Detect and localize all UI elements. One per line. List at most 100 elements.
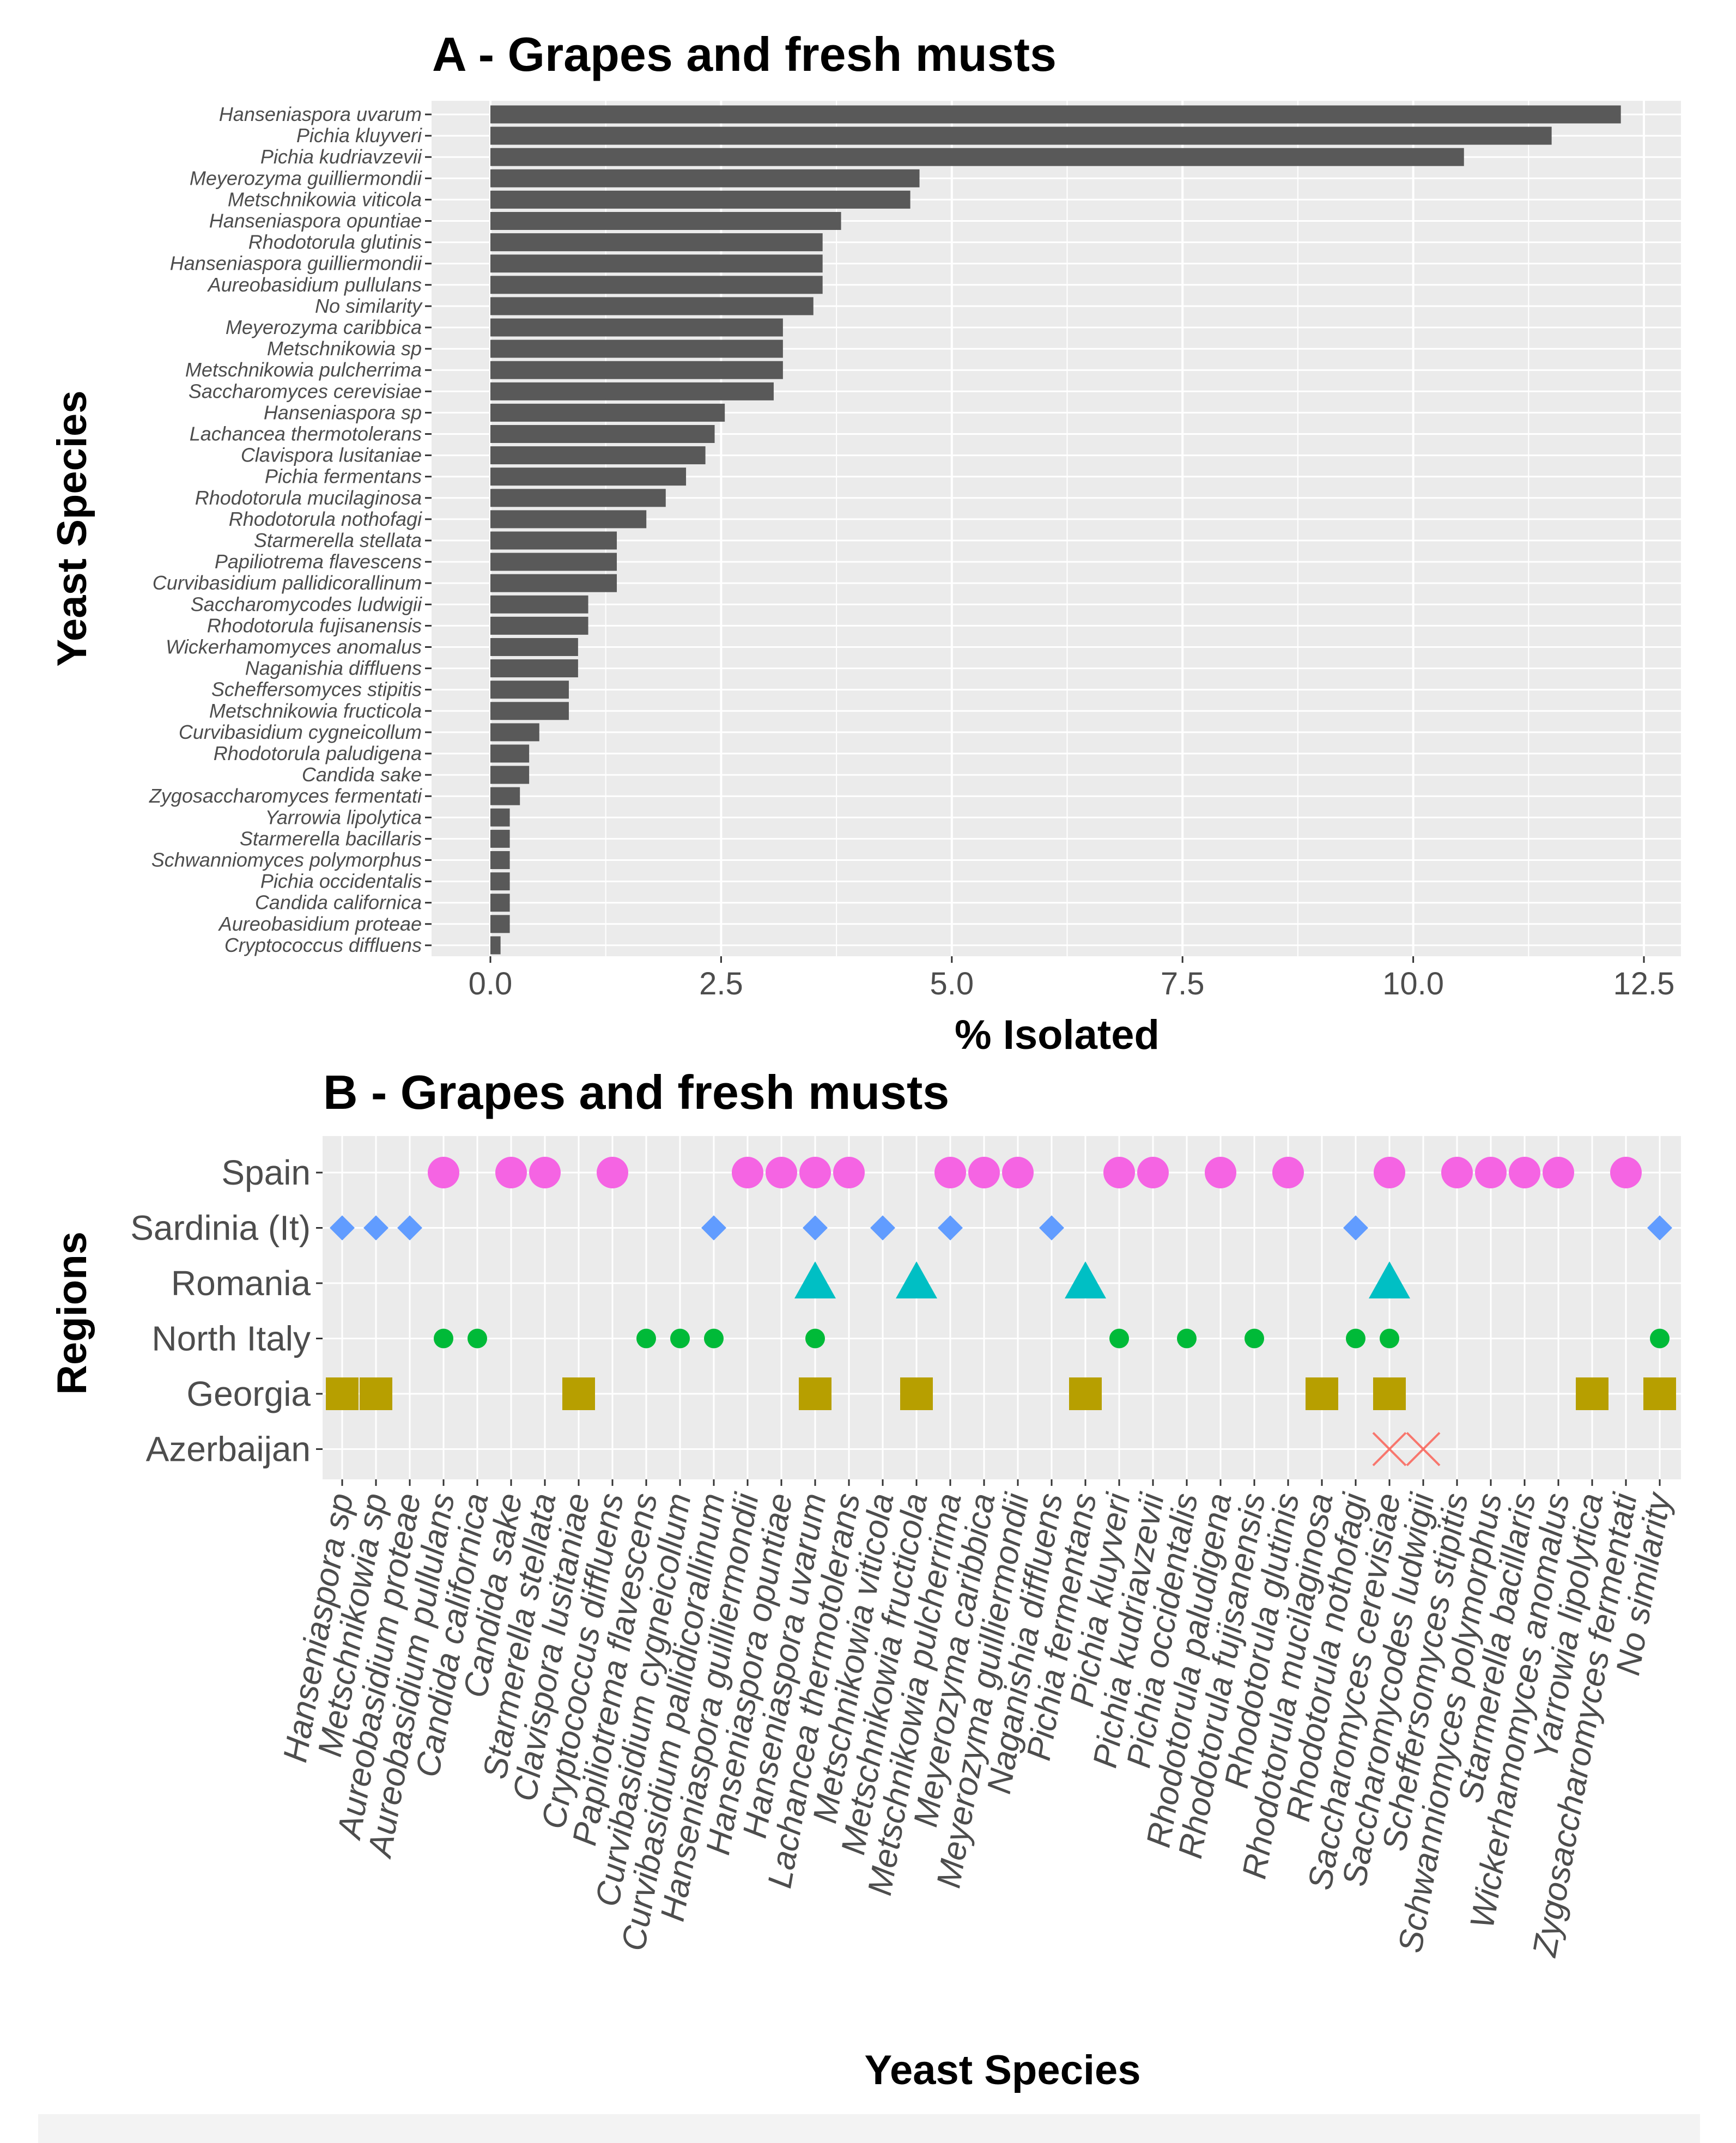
y-tick-label: Zygosaccharomyces fermentati xyxy=(149,785,422,807)
point-sardinia-it-rhodotorula-nothofagi xyxy=(1343,1215,1368,1241)
x-tick-label: 10.0 xyxy=(1382,966,1444,1001)
bar-pichia-kudriavzevii xyxy=(490,148,1464,166)
point-north-italy-pichia-occidentalis xyxy=(1177,1328,1197,1349)
y-tick-label: Pichia kluyveri xyxy=(296,124,422,147)
bar-aureobasidium-proteae xyxy=(490,915,510,933)
bar-pichia-fermentans xyxy=(490,468,687,486)
bar-schwanniomyces-polymorphus xyxy=(490,851,510,869)
panel-a-x-axis-title: % Isolated xyxy=(955,1012,1160,1058)
point-spain-meyerozyma-guilliermondii xyxy=(1002,1157,1034,1188)
bar-starmerella-stellata xyxy=(490,531,617,550)
y-tick-label: Sardinia (It) xyxy=(130,1209,311,1248)
point-sardinia-it-metschnikowia-viticola xyxy=(870,1215,895,1241)
bar-rhodotorula-fujisanensis xyxy=(490,616,588,635)
bar-meyerozyma-guilliermondii xyxy=(490,169,920,187)
y-tick-label: Curvibasidium pallidicorallinum xyxy=(153,572,422,594)
bar-naganishia-diffluens xyxy=(490,659,578,678)
point-north-italy-papiliotrema-flavescens xyxy=(636,1328,656,1349)
point-north-italy-rhodotorula-nothofagi xyxy=(1346,1328,1365,1349)
point-spain-pichia-kluyveri xyxy=(1103,1157,1135,1188)
panel-a-title: A - Grapes and fresh musts xyxy=(432,27,1057,81)
y-tick-label: Georgia xyxy=(186,1374,311,1413)
bar-starmerella-bacillaris xyxy=(490,829,510,848)
point-spain-starmerella-bacillaris xyxy=(1509,1157,1540,1188)
bar-wickerhamomyces-anomalus xyxy=(490,638,578,656)
y-tick-label: Lachancea thermotolerans xyxy=(190,423,422,445)
bar-meyerozyma-caribbica xyxy=(490,318,783,337)
point-spain-cryptococcus-diffluens xyxy=(597,1157,628,1188)
bar-yarrowia-lipolytica xyxy=(490,808,510,827)
y-tick-label: Meyerozyma guilliermondii xyxy=(190,167,422,189)
bar-metschnikowia-viticola xyxy=(490,190,911,209)
y-tick-label: Hanseniaspora sp xyxy=(264,401,422,423)
point-north-italy-no-similarity xyxy=(1650,1328,1670,1349)
y-tick-label: Pichia occidentalis xyxy=(260,870,422,893)
bar-hanseniaspora-sp xyxy=(490,403,725,422)
panel-b-points xyxy=(326,1157,1676,1466)
point-georgia-metschnikowia-fructicola xyxy=(900,1377,933,1410)
y-tick-label: Starmerella bacillaris xyxy=(240,827,422,849)
y-tick-label: Scheffersomyces stipitis xyxy=(211,678,422,701)
y-tick-label: Naganishia diffluens xyxy=(245,657,422,679)
panel-a-bars xyxy=(490,105,1621,955)
point-georgia-hanseniaspora-uvarum xyxy=(799,1377,831,1410)
point-spain-aureobasidium-pullulans xyxy=(428,1157,459,1188)
y-tick-label: Aureobasidium pullulans xyxy=(207,274,422,296)
point-sardinia-it-metschnikowia-pulcherrima xyxy=(938,1215,963,1241)
y-tick-label: Aureobasidium proteae xyxy=(218,913,422,935)
point-sardinia-it-hanseniaspora-uvarum xyxy=(803,1215,828,1241)
point-azerbaijan-saccharomyces-cerevisiae xyxy=(1372,1432,1407,1466)
point-north-italy-candida-californica xyxy=(468,1328,487,1349)
point-spain-hanseniaspora-opuntiae xyxy=(766,1157,797,1188)
panel-a-y-axis-title: Yeast Species xyxy=(49,390,95,666)
point-north-italy-pichia-kluyveri xyxy=(1109,1328,1129,1349)
point-north-italy-rhodotorula-fujisanensis xyxy=(1245,1328,1264,1349)
bar-metschnikowia-fructicola xyxy=(490,702,569,720)
y-tick-label: Rhodotorula glutinis xyxy=(248,231,422,253)
point-sardinia-it-aureobasidium-proteae xyxy=(397,1215,422,1241)
point-georgia-saccharomyces-cerevisiae xyxy=(1373,1377,1406,1410)
point-north-italy-aureobasidium-pullulans xyxy=(434,1328,453,1349)
panel-a-x-tick-labels: 0.0 2.5 5.0 7.5 10.0 12.5 xyxy=(469,956,1675,1001)
bar-rhodotorula-mucilaginosa xyxy=(490,489,666,507)
point-sardinia-it-naganishia-diffluens xyxy=(1039,1215,1064,1241)
y-tick-label: Rhodotorula fujisanensis xyxy=(207,614,422,636)
point-georgia-no-similarity xyxy=(1643,1377,1676,1410)
y-tick-label: Rhodotorula nothofagi xyxy=(229,508,422,530)
point-north-italy-saccharomyces-cerevisiae xyxy=(1380,1328,1399,1349)
bar-curvibasidium-cygneicollum xyxy=(490,723,539,742)
y-tick-label: North Italy xyxy=(151,1319,311,1358)
point-spain-lachancea-thermotolerans xyxy=(833,1157,865,1188)
point-north-italy-curvibasidium-pallidicorallinum xyxy=(704,1328,724,1349)
y-tick-label: Yarrowia lipolytica xyxy=(265,806,422,828)
x-tick-label: 12.5 xyxy=(1613,966,1675,1001)
bar-hanseniaspora-uvarum xyxy=(490,105,1621,124)
point-georgia-yarrowia-lipolytica xyxy=(1576,1377,1608,1410)
y-tick-label: Papiliotrema flavescens xyxy=(215,550,422,573)
y-tick-label: Schwanniomyces polymorphus xyxy=(151,849,422,871)
bar-rhodotorula-paludigena xyxy=(490,744,530,763)
panel-b-x-axis-title: Yeast Species xyxy=(864,2047,1140,2093)
panel-b-plot-bg xyxy=(323,1136,1681,1479)
y-tick-label: Meyerozyma caribbica xyxy=(226,316,422,338)
bar-metschnikowia-pulcherrima xyxy=(490,361,783,379)
bar-hanseniaspora-opuntiae xyxy=(490,212,841,230)
point-spain-pichia-kudriavzevii xyxy=(1137,1157,1169,1188)
point-spain-meyerozyma-caribbica xyxy=(968,1157,1000,1188)
point-romania-hanseniaspora-uvarum xyxy=(794,1261,836,1298)
point-spain-candida-sake xyxy=(495,1157,527,1188)
point-georgia-rhodotorula-mucilaginosa xyxy=(1306,1377,1338,1410)
x-tick-label: 5.0 xyxy=(930,966,974,1001)
y-tick-label: Metschnikowia viticola xyxy=(228,188,422,210)
bar-pichia-occidentalis xyxy=(490,872,510,891)
point-spain-wickerhamomyces-anomalus xyxy=(1543,1157,1574,1188)
bar-candida-californica xyxy=(490,894,510,912)
point-georgia-hanseniaspora-sp xyxy=(326,1377,359,1410)
x-tick-label: 2.5 xyxy=(699,966,743,1001)
point-north-italy-curvibasidium-cygneicollum xyxy=(670,1328,690,1349)
bar-scheffersomyces-stipitis xyxy=(490,681,569,699)
point-sardinia-it-curvibasidium-pallidicorallinum xyxy=(701,1215,726,1241)
bar-candida-sake xyxy=(490,766,530,784)
bar-rhodotorula-nothofagi xyxy=(490,510,647,529)
